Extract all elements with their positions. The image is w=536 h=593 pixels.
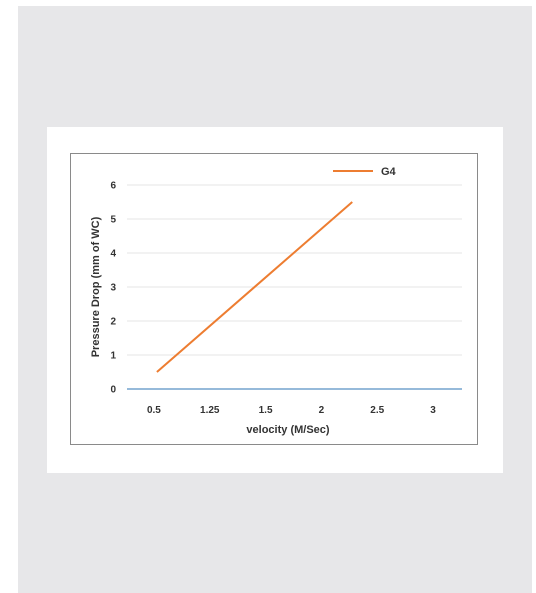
y-tick-label: 6 <box>110 181 116 192</box>
y-tick-label: 1 <box>110 351 116 362</box>
y-tick-label: 5 <box>110 215 116 226</box>
gridlines <box>127 184 462 356</box>
x-tick-label: 3 <box>430 405 436 416</box>
y-axis-title: Pressure Drop (mm of WC) <box>90 216 102 357</box>
y-tick-label: 0 <box>110 385 116 396</box>
y-tick-labels: 0 1 2 3 4 5 6 <box>110 181 116 396</box>
legend: G4 <box>333 166 397 178</box>
x-tick-label: 2.5 <box>370 405 384 416</box>
legend-label-g4: G4 <box>381 166 397 178</box>
x-axis-title: velocity (M/Sec) <box>246 424 329 436</box>
x-tick-label: 1.5 <box>259 405 273 416</box>
x-tick-labels: 0.5 1.25 1.5 2 2.5 3 <box>147 405 436 416</box>
x-tick-label: 2 <box>319 405 325 416</box>
x-tick-label: 0.5 <box>147 405 161 416</box>
y-tick-label: 3 <box>110 283 116 294</box>
x-tick-label: 1.25 <box>200 405 220 416</box>
y-tick-label: 2 <box>110 317 116 328</box>
series-layer <box>156 201 353 373</box>
chart-frame <box>70 153 478 445</box>
y-tick-label: 4 <box>110 249 116 260</box>
series-line-g4 <box>156 201 353 373</box>
